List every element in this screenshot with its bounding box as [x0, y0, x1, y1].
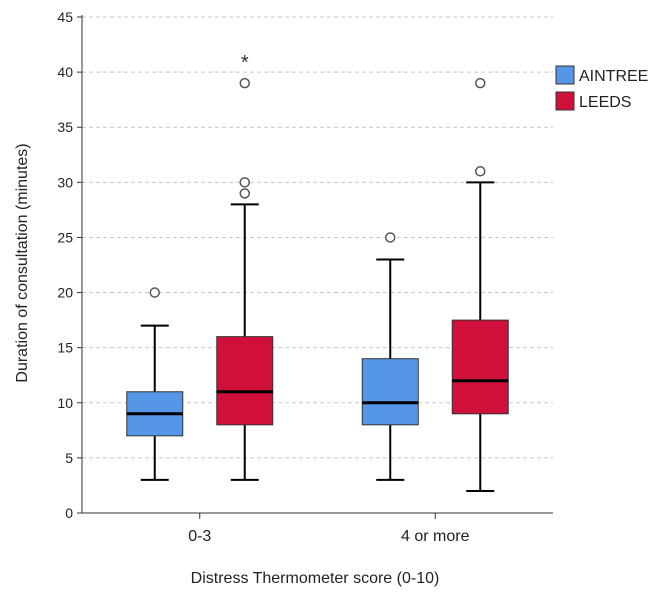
outlier-point — [385, 232, 396, 243]
outlier-point — [149, 287, 160, 298]
y-tick-label: 35 — [57, 119, 73, 135]
extreme-point: * — [241, 52, 249, 74]
boxes: * — [126, 52, 509, 492]
outlier-point — [475, 166, 486, 177]
outlier-point — [239, 177, 250, 188]
y-axis-title: Duration of consultation (minutes) — [14, 143, 31, 382]
y-tick-label: 20 — [57, 285, 73, 301]
x-tick-label: 4 or more — [401, 528, 470, 545]
y-tick-label: 25 — [57, 229, 73, 245]
legend-swatch — [555, 65, 575, 85]
legend: AINTREE LEEDS — [555, 65, 648, 111]
box-iqr — [451, 319, 509, 415]
y-tick-label: 15 — [57, 340, 73, 356]
outlier-point — [239, 188, 250, 199]
y-tick-label: 0 — [65, 505, 73, 521]
y-tick-label: 40 — [57, 64, 73, 80]
legend-label: AINTREE — [579, 68, 648, 85]
x-tick-label: 0-3 — [188, 528, 211, 545]
box-iqr — [361, 358, 419, 426]
y-tick-label: 10 — [57, 395, 73, 411]
y-tick-label: 45 — [57, 9, 73, 25]
legend-swatch — [555, 91, 575, 111]
axes: 0 5 10 15 20 25 30 35 40 45 0-3 4 or more — [57, 9, 553, 545]
outlier-point — [475, 77, 486, 89]
y-tick-label: 30 — [57, 174, 73, 190]
outlier-point — [239, 77, 250, 89]
y-tick-label: 5 — [65, 450, 73, 466]
box-iqr — [216, 336, 274, 426]
legend-label: LEEDS — [579, 94, 631, 111]
x-axis-title: Distress Thermometer score (0-10) — [191, 570, 440, 587]
